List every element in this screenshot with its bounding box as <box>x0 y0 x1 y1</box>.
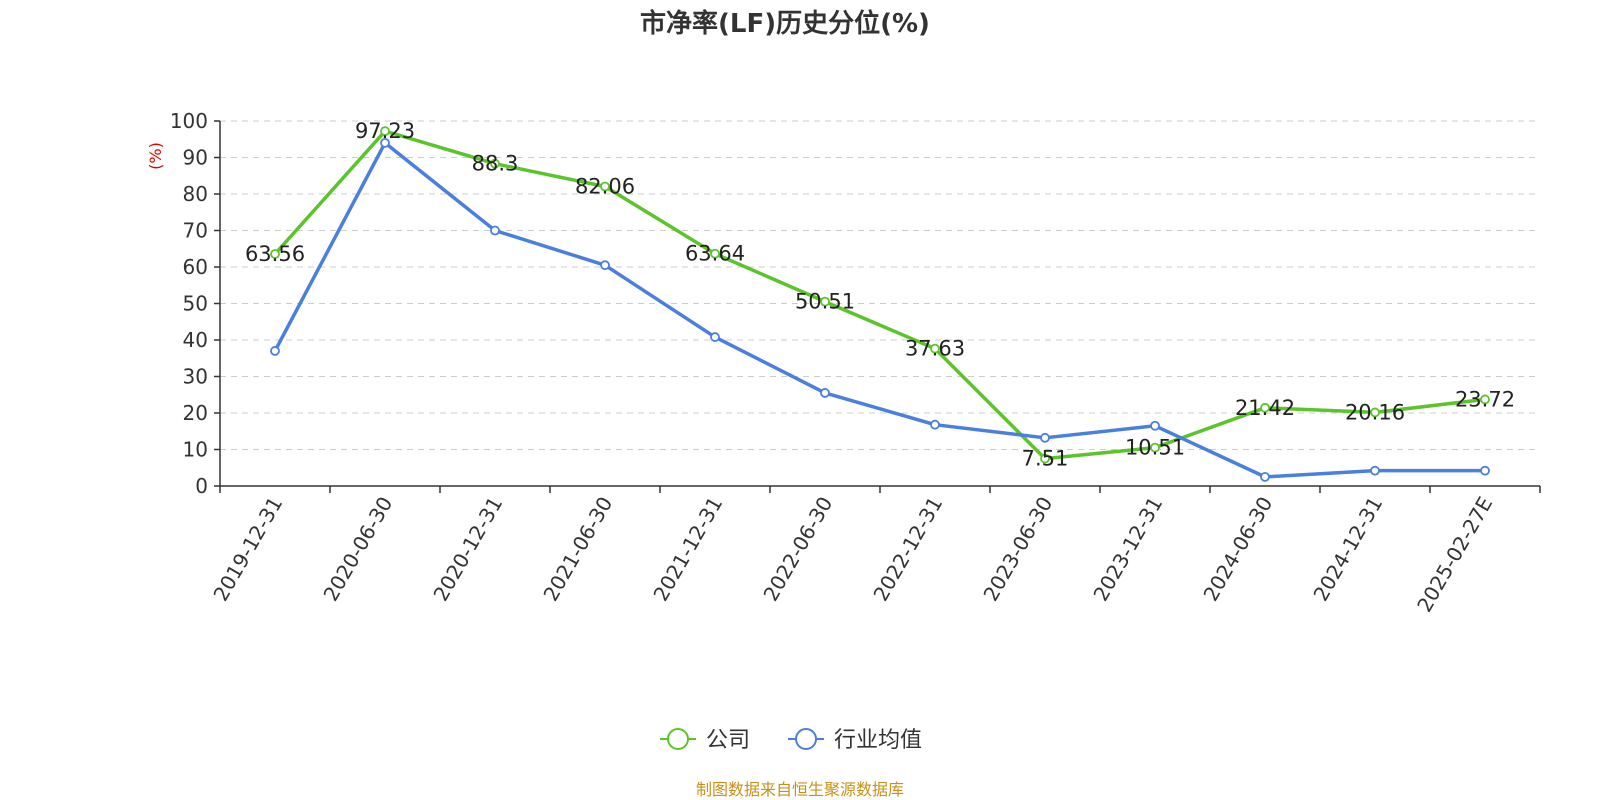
x-tick-label: 2025-02-27E <box>1412 493 1497 617</box>
y-tick-label: 80 <box>183 182 208 206</box>
data-point-0[interactable] <box>380 126 390 137</box>
x-tick-label: 2022-12-31 <box>868 493 947 606</box>
y-tick-label: 90 <box>183 146 208 170</box>
legend-marker-icon <box>667 728 689 750</box>
data-point-1[interactable] <box>600 260 610 271</box>
data-point-0[interactable] <box>710 248 720 259</box>
x-tick-labels: 2019-12-31 2020-06-30 2020-12-31 2021-06-30… <box>208 493 1497 617</box>
y-tick-label: 10 <box>183 438 208 462</box>
y-tick-label: 50 <box>183 292 208 316</box>
source-note: 制图数据来自恒生聚源数据库 <box>696 780 904 799</box>
data-point-0[interactable] <box>1150 442 1160 453</box>
data-label: 21.42 <box>1235 396 1295 420</box>
data-point-0[interactable] <box>600 181 610 192</box>
data-point-1[interactable] <box>1260 471 1270 482</box>
y-tick-label: 0 <box>195 474 208 498</box>
y-tick-label: 60 <box>183 255 208 279</box>
data-point-1[interactable] <box>1040 432 1050 443</box>
x-tick-label: 2019-12-31 <box>208 493 287 606</box>
data-label: 23.72 <box>1455 387 1515 411</box>
series-line-1 <box>273 141 1485 479</box>
data-label: 63.56 <box>245 242 305 266</box>
x-tick-label: 2024-12-31 <box>1308 493 1387 606</box>
data-point-0[interactable] <box>270 249 280 259</box>
legend-label: 公司 <box>706 728 750 753</box>
legend[interactable]: 公司 行业均值 <box>660 728 922 753</box>
x-tick-label: 2021-06-30 <box>538 493 617 606</box>
data-point-1[interactable] <box>820 388 830 398</box>
y-tick-label: 20 <box>183 401 208 425</box>
data-point-1[interactable] <box>1150 420 1160 431</box>
data-point-0[interactable] <box>1040 453 1050 464</box>
data-label: 88.3 <box>472 152 519 176</box>
data-point-1[interactable] <box>270 346 280 356</box>
x-tick-label: 2024-06-30 <box>1198 493 1277 606</box>
data-point-1[interactable] <box>380 137 390 148</box>
data-point-0[interactable] <box>820 296 830 307</box>
grid-lines <box>220 120 1540 450</box>
legend-item-0[interactable]: 公司 <box>660 728 750 753</box>
series-line-0 <box>273 129 1486 461</box>
x-tick-label: 2023-12-31 <box>1088 493 1167 606</box>
legend-item-1[interactable]: 行业均值 <box>788 728 922 753</box>
y-tick-labels: 0 10 20 30 40 50 60 70 80 90 100 <box>170 109 208 498</box>
data-label: 50.51 <box>795 290 855 314</box>
x-tick-label: 2023-06-30 <box>978 493 1057 606</box>
data-point-0[interactable] <box>490 158 500 169</box>
data-point-1[interactable] <box>710 332 720 342</box>
data-label: 20.16 <box>1345 400 1405 424</box>
data-point-0[interactable] <box>1260 402 1270 413</box>
series <box>270 126 1490 482</box>
x-tick-label: 2022-06-30 <box>758 493 837 606</box>
legend-label: 行业均值 <box>834 728 922 753</box>
data-point-0[interactable] <box>1480 394 1490 405</box>
y-axis-label: (%) <box>146 142 165 170</box>
data-labels: 63.56 97.23 88.3 82.06 63.64 50.51 37.63 7.51 10… <box>245 119 1515 470</box>
x-tick-label: 2021-12-31 <box>648 493 727 606</box>
y-tick-label: 30 <box>183 365 208 389</box>
x-tick-label: 2020-06-30 <box>318 493 397 606</box>
data-label: 37.63 <box>905 337 965 361</box>
data-label: 63.64 <box>685 242 745 266</box>
x-tick-label: 2020-12-31 <box>428 493 507 606</box>
data-label: 7.51 <box>1022 447 1069 471</box>
legend-marker-icon <box>795 728 817 750</box>
axes <box>214 120 1541 493</box>
data-point-1[interactable] <box>930 419 940 430</box>
data-point-1[interactable] <box>1480 465 1490 476</box>
data-point-1[interactable] <box>490 225 500 236</box>
y-tick-label: 70 <box>183 219 208 243</box>
data-point-0[interactable] <box>1370 407 1380 418</box>
chart-title: 市净率(LF)历史分位(%) <box>640 8 930 39</box>
data-label: 10.51 <box>1125 436 1185 460</box>
y-tick-label: 40 <box>183 328 208 352</box>
data-point-1[interactable] <box>1370 465 1380 476</box>
data-point-0[interactable] <box>930 343 940 354</box>
y-tick-label: 100 <box>170 109 208 133</box>
data-label: 82.06 <box>575 174 635 198</box>
data-label: 97.23 <box>355 119 415 143</box>
